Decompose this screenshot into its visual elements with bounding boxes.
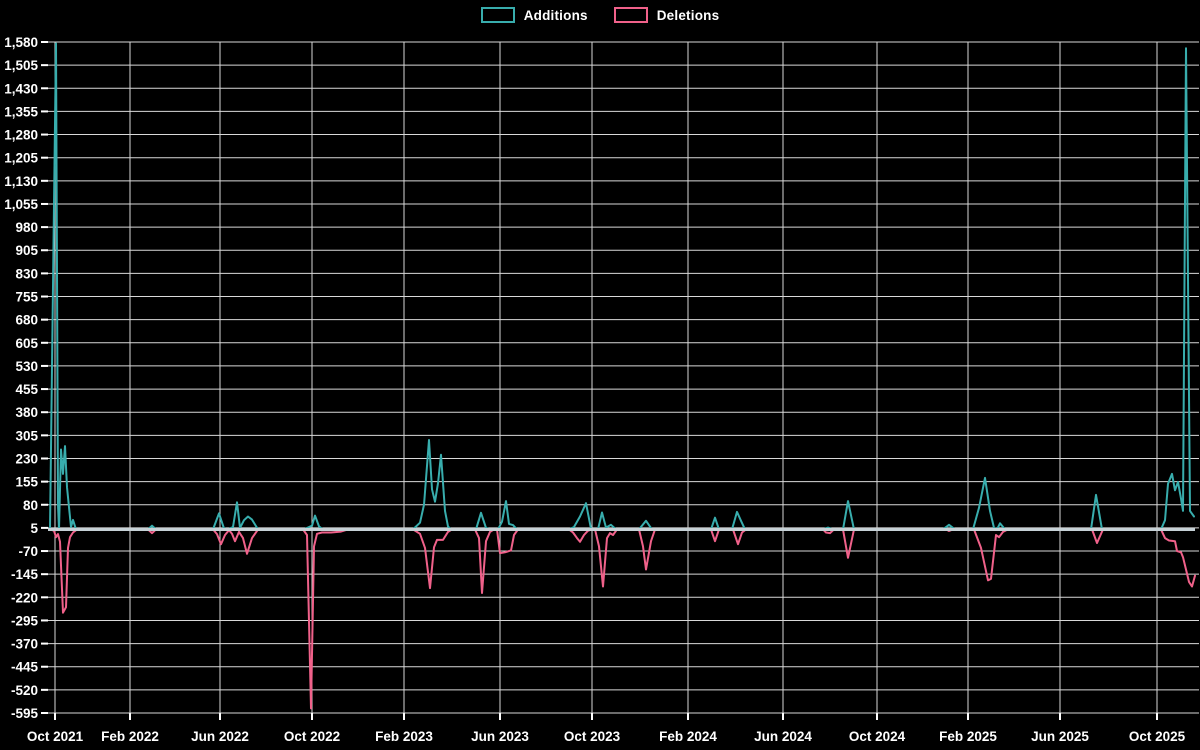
legend-label-deletions: Deletions — [656, 7, 720, 23]
y-axis-tick-label: 830 — [15, 266, 38, 281]
y-axis-tick-label: -595 — [11, 706, 39, 721]
y-axis-tick-label: 905 — [15, 243, 38, 258]
x-axis-tick-label: Oct 2024 — [849, 729, 906, 744]
y-axis-tick-label: 1,430 — [4, 81, 38, 96]
x-axis-tick-label: Feb 2025 — [939, 729, 997, 744]
y-axis-tick-label: 5 — [30, 521, 38, 536]
y-axis-tick-label: 1,130 — [4, 174, 38, 189]
y-axis-tick-label: 1,505 — [4, 58, 38, 73]
x-axis-tick-label: Jun 2022 — [191, 729, 249, 744]
y-axis-tick-label: 455 — [15, 382, 38, 397]
x-axis-tick-label: Jun 2024 — [754, 729, 812, 744]
x-axis-tick-label: Feb 2024 — [659, 729, 717, 744]
x-axis-tick-label: Oct 2023 — [564, 729, 621, 744]
y-axis-tick-label: 80 — [23, 498, 38, 513]
y-axis-tick-label: 1,580 — [4, 35, 38, 50]
y-axis-tick-label: 1,205 — [4, 151, 38, 166]
y-axis-tick-label: 1,280 — [4, 128, 38, 143]
y-axis-tick-label: 755 — [15, 290, 38, 305]
chart-legend: Additions Deletions — [0, 7, 1200, 23]
legend-label-additions: Additions — [523, 7, 588, 23]
legend-item-deletions[interactable]: Deletions — [613, 7, 720, 23]
additions-swatch-icon — [480, 7, 515, 23]
y-axis-tick-label: 155 — [15, 475, 38, 490]
x-axis-tick-label: Feb 2023 — [375, 729, 433, 744]
x-axis-tick-label: Jun 2023 — [471, 729, 529, 744]
y-axis-tick-label: -70 — [18, 544, 38, 559]
y-axis-tick-label: -520 — [11, 683, 38, 698]
series-line-additions — [49, 42, 1195, 531]
deletions-swatch-icon — [613, 7, 648, 23]
y-axis-tick-label: -145 — [11, 567, 39, 582]
y-axis-tick-label: -220 — [11, 590, 38, 605]
x-axis-tick-label: Oct 2021 — [27, 729, 84, 744]
y-axis-tick-label: 680 — [15, 313, 38, 328]
x-axis-tick-label: Oct 2025 — [1129, 729, 1186, 744]
y-axis-tick-label: 605 — [15, 336, 38, 351]
x-axis-tick-label: Feb 2022 — [101, 729, 159, 744]
x-axis-tick-label: Oct 2022 — [284, 729, 340, 744]
y-axis-tick-label: 230 — [15, 451, 38, 466]
y-axis-tick-label: 1,055 — [4, 197, 38, 212]
y-axis-tick-label: 530 — [15, 359, 38, 374]
y-axis-tick-label: 1,355 — [4, 104, 38, 119]
y-axis-tick-label: 305 — [15, 428, 38, 443]
y-axis-tick-label: -295 — [11, 613, 39, 628]
series-line-deletions — [49, 528, 1196, 710]
y-axis-tick-label: -445 — [11, 660, 39, 675]
legend-item-additions[interactable]: Additions — [480, 7, 588, 23]
x-axis-tick-label: Jun 2025 — [1031, 729, 1089, 744]
y-axis-tick-label: -370 — [11, 637, 38, 652]
y-axis-tick-label: 380 — [15, 405, 38, 420]
y-axis-tick-label: 980 — [15, 220, 38, 235]
